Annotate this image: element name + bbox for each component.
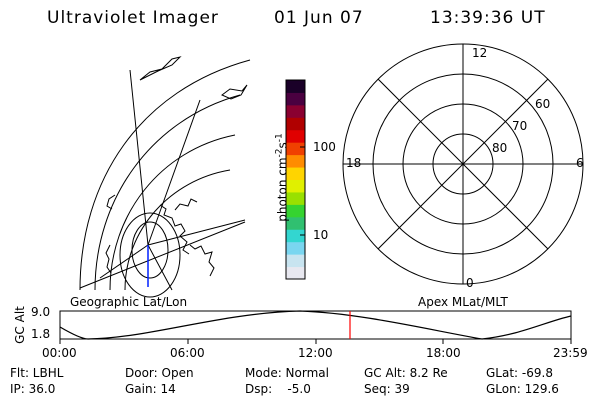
polar-plot: [342, 43, 584, 285]
status-mode: Mode: Normal: [245, 366, 329, 380]
colorbar-segment: [286, 80, 305, 93]
date-label: 01 Jun 07: [274, 8, 364, 28]
instrument-title: Ultraviolet Imager: [47, 8, 219, 28]
colorbar-label: photon cm-2s-1: [274, 133, 290, 222]
polar-label-80: 80: [492, 141, 508, 155]
xtick-2359: 23:59: [553, 346, 588, 360]
apex-caption: Apex MLat/MLT: [418, 295, 508, 309]
colorbar-segment: [286, 167, 305, 180]
geographic-map: [79, 56, 251, 298]
status-ip: IP: 36.0: [10, 382, 56, 396]
colorbar-segment: [286, 229, 305, 243]
polar-label-70: 70: [512, 119, 528, 133]
colorbar-segment: [286, 154, 305, 168]
colorbar-segment: [286, 92, 305, 106]
colorbar-segment: [286, 191, 305, 205]
colorbar-segment: [286, 142, 305, 156]
colorbar-segment: [286, 216, 305, 230]
polar-label-18: 18: [346, 156, 362, 170]
status-gcalt: GC Alt: 8.2 Re: [364, 366, 448, 380]
geographic-caption: Geographic Lat/Lon: [70, 295, 188, 309]
colorbar-tick-100: 100: [313, 140, 336, 154]
status-door: Door: Open: [125, 366, 194, 380]
colorbar-segment: [286, 129, 305, 143]
colorbar-tick-10: 10: [313, 228, 329, 242]
gc-alt-ymin: 1.8: [31, 327, 51, 341]
colorbar: [286, 80, 305, 280]
gc-alt-axis-label: GC Alt: [13, 306, 27, 344]
colorbar-segment: [286, 266, 305, 280]
xtick-0600: 06:00: [170, 346, 205, 360]
polar-label-0: 0: [466, 276, 474, 290]
xtick-1200: 12:00: [298, 346, 333, 360]
status-glat: GLat: -69.8: [486, 366, 553, 380]
colorbar-segment: [286, 241, 305, 255]
status-dsp: Dsp: -5.0: [245, 382, 311, 396]
colorbar-segment: [286, 254, 305, 268]
xtick-0000: 00:00: [42, 346, 77, 360]
colorbar-segment: [286, 117, 305, 131]
status-flt: Flt: LBHL: [10, 366, 64, 380]
xtick-1800: 18:00: [426, 346, 461, 360]
polar-label-6: 6: [576, 156, 584, 170]
time-label: 13:39:36 UT: [430, 8, 546, 28]
polar-label-12: 12: [472, 46, 488, 60]
status-seq: Seq: 39: [364, 382, 410, 396]
gc-alt-ymax: 9.0: [31, 305, 51, 319]
colorbar-segment: [286, 104, 305, 118]
altitude-strip: [59, 310, 572, 344]
colorbar-segment: [286, 179, 305, 193]
status-gain: Gain: 14: [125, 382, 176, 396]
colorbar-segment: [286, 204, 305, 218]
polar-label-60: 60: [535, 97, 551, 111]
status-glon: GLon: 129.6: [486, 382, 559, 396]
